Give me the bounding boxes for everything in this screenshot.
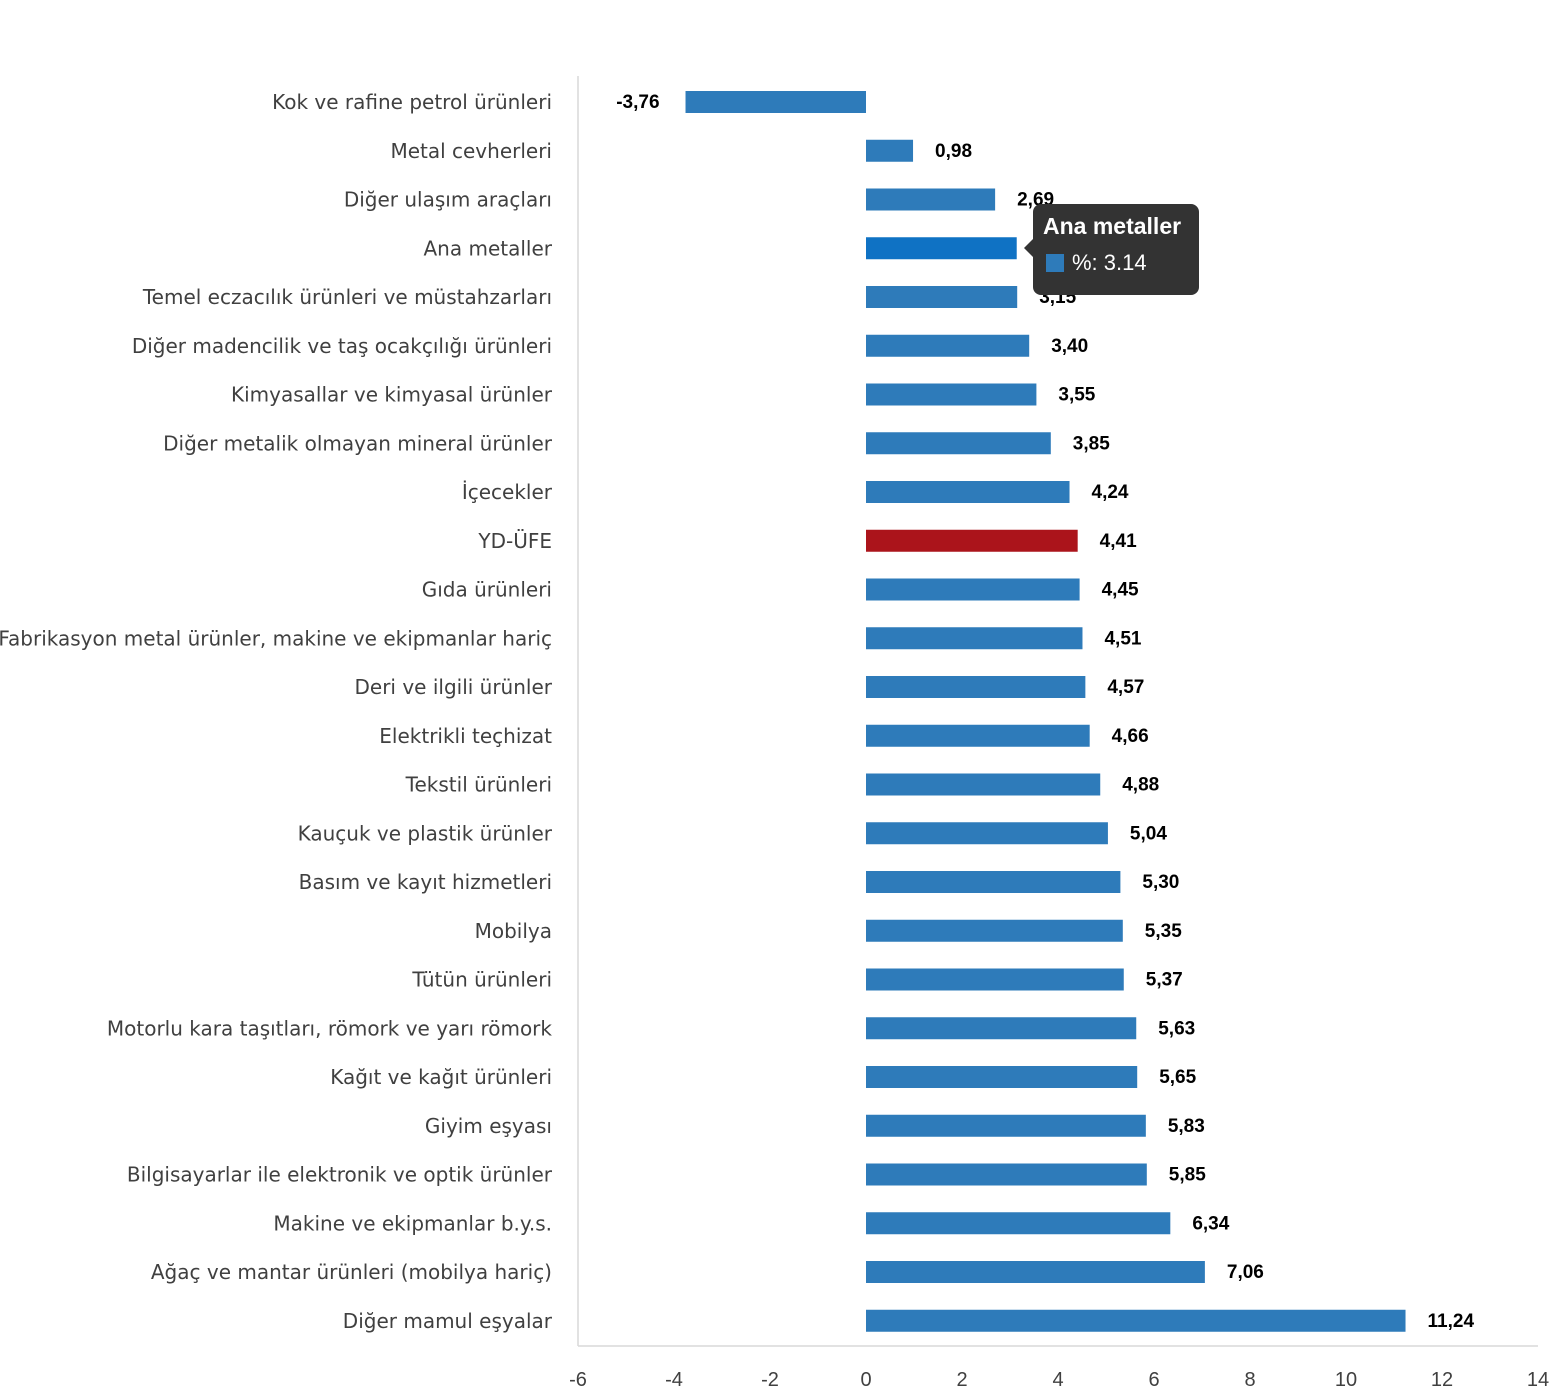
category-label: Mobilya <box>475 919 552 943</box>
bar[interactable] <box>866 1066 1138 1088</box>
x-tick-label: 4 <box>1052 1369 1063 1391</box>
bar[interactable] <box>866 237 1017 260</box>
category-label: Diğer madencilik ve taş ocakçılığı ürünl… <box>132 334 552 358</box>
data-label: 4,45 <box>1102 580 1139 601</box>
category-label: Ağaç ve mantar ürünleri (mobilya hariç) <box>151 1260 552 1284</box>
tooltip-title: Ana metaller <box>1043 213 1182 239</box>
data-label: 5,85 <box>1169 1165 1206 1186</box>
category-labels: Kok ve rafine petrol ürünleri Metal cevhe… <box>0 90 553 1333</box>
x-axis-ticks: -6 -4 -2 0 2 4 6 8 10 12 14 <box>569 1369 1549 1391</box>
bar[interactable] <box>685 91 866 113</box>
category-label: Gıda ürünleri <box>422 578 552 602</box>
category-label: Kok ve rafine petrol ürünleri <box>272 90 552 114</box>
category-label: YD-ÜFE <box>477 529 552 553</box>
tooltip-swatch <box>1046 254 1064 272</box>
data-label: 4,41 <box>1100 531 1137 552</box>
data-label: 3,85 <box>1073 433 1110 454</box>
category-label: Elektrikli teçhizat <box>379 724 552 748</box>
x-tick-label: 12 <box>1431 1369 1453 1391</box>
category-label: İçecekler <box>462 480 553 504</box>
bar[interactable] <box>866 383 1037 406</box>
bar[interactable] <box>866 432 1051 455</box>
x-tick-label: 6 <box>1148 1369 1159 1391</box>
data-label: 5,37 <box>1146 970 1183 991</box>
bar[interactable] <box>866 188 996 211</box>
category-label: Tekstil ürünleri <box>405 773 552 797</box>
bar[interactable] <box>866 1017 1137 1040</box>
bar[interactable] <box>866 1261 1205 1283</box>
data-label: 6,34 <box>1192 1213 1229 1234</box>
data-label: 5,65 <box>1159 1067 1196 1088</box>
bar[interactable] <box>866 724 1090 747</box>
category-label: Diğer mamul eşyalar <box>343 1309 553 1333</box>
x-tick-label: -2 <box>761 1369 779 1391</box>
bar[interactable] <box>866 481 1070 503</box>
data-label: 3,55 <box>1058 385 1095 406</box>
data-label: 4,57 <box>1107 677 1144 698</box>
bar[interactable] <box>866 676 1086 698</box>
bar[interactable] <box>866 139 914 162</box>
data-label: 4,51 <box>1104 628 1141 649</box>
data-label: 0,98 <box>935 141 972 162</box>
x-tick-label: 14 <box>1527 1369 1549 1391</box>
category-label: Fabrikasyon metal ürünler, makine ve eki… <box>0 626 552 650</box>
data-label: 5,63 <box>1158 1018 1195 1039</box>
category-label: Kağıt ve kağıt ürünleri <box>330 1065 552 1089</box>
data-label: 5,30 <box>1142 872 1179 893</box>
x-tick-label: 8 <box>1244 1369 1255 1391</box>
data-label: 4,24 <box>1092 482 1129 503</box>
data-label: 5,04 <box>1130 823 1167 844</box>
data-label: 3,40 <box>1051 336 1088 357</box>
x-tick-label: 2 <box>956 1369 967 1391</box>
tooltip-series-label: %: 3.14 <box>1072 250 1147 275</box>
x-tick-label: -4 <box>665 1369 683 1391</box>
tooltip-arrow <box>1024 239 1033 257</box>
category-label: Diğer ulaşım araçları <box>344 188 552 212</box>
data-label: -3,76 <box>616 92 659 113</box>
bar[interactable] <box>866 1212 1171 1235</box>
data-label: 7,06 <box>1227 1262 1264 1283</box>
bar[interactable] <box>866 822 1108 845</box>
bar[interactable] <box>866 578 1080 601</box>
data-label: 5,35 <box>1145 921 1182 942</box>
bar[interactable] <box>866 919 1123 942</box>
category-label: Diğer metalik olmayan mineral ürünler <box>163 431 553 455</box>
category-label: Makine ve ekipmanlar b.y.s. <box>273 1211 552 1235</box>
data-label: 4,88 <box>1122 775 1159 796</box>
category-label: Tütün ürünleri <box>411 968 552 992</box>
category-label: Temel eczacılık ürünleri ve müstahzarlar… <box>142 285 552 309</box>
bar[interactable] <box>866 1309 1406 1332</box>
data-label: 4,66 <box>1112 726 1149 747</box>
tooltip: Ana metaller %: 3.14 <box>1024 204 1199 295</box>
category-label: Deri ve ilgili ürünler <box>354 675 552 699</box>
category-label: Kauçuk ve plastik ürünler <box>298 821 553 845</box>
data-label: 11,24 <box>1428 1311 1475 1332</box>
bar[interactable] <box>866 968 1124 991</box>
bar[interactable] <box>866 1114 1146 1137</box>
bar[interactable] <box>866 529 1078 552</box>
data-label: 5,83 <box>1168 1116 1205 1137</box>
x-tick-label: 10 <box>1335 1369 1357 1391</box>
x-tick-label: 0 <box>860 1369 871 1391</box>
tooltip-row: %: 3.14 <box>1043 250 1189 276</box>
bar[interactable] <box>866 1163 1147 1186</box>
category-label: Kimyasallar ve kimyasal ürünler <box>231 383 553 407</box>
chart-axes <box>577 76 1538 1347</box>
x-tick-label: -6 <box>569 1369 587 1391</box>
bar[interactable] <box>866 773 1101 796</box>
bar[interactable] <box>866 286 1018 308</box>
bar[interactable] <box>866 627 1083 650</box>
category-label: Metal cevherleri <box>390 139 552 163</box>
chart-bars <box>685 91 1406 1332</box>
bar[interactable] <box>866 871 1121 893</box>
category-label: Giyim eşyası <box>425 1114 552 1138</box>
bar[interactable] <box>866 334 1030 357</box>
category-label: Basım ve kayıt hizmetleri <box>299 870 552 894</box>
category-label: Motorlu kara taşıtları, römork ve yarı r… <box>107 1016 553 1040</box>
category-label: Bilgisayarlar ile elektronik ve optik ür… <box>127 1163 553 1187</box>
category-label: Ana metaller <box>424 236 553 260</box>
